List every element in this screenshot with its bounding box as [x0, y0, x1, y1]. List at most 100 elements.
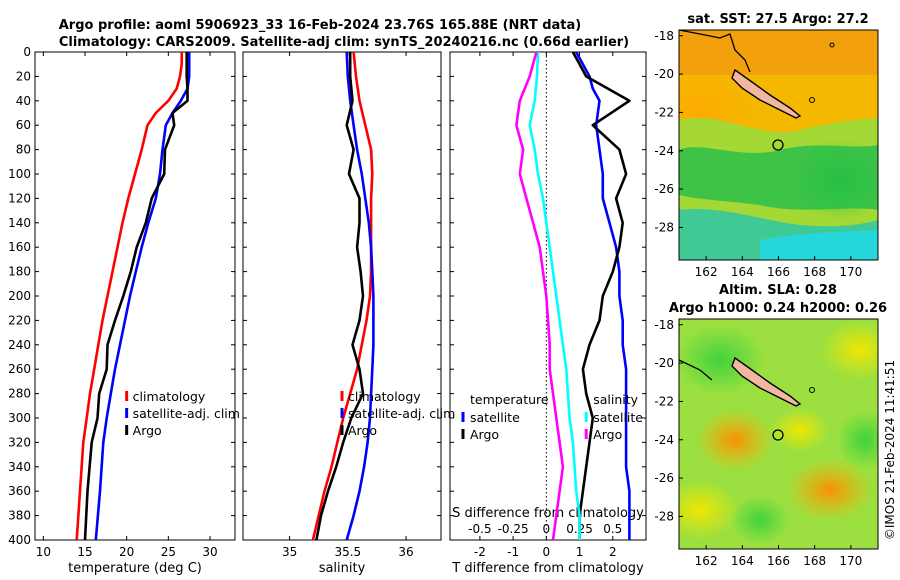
- sst_map-lat-tick-label: -22: [654, 105, 674, 119]
- temperature-x-tick-label: 25: [161, 545, 176, 559]
- sst_map-lat-tick-label: -28: [654, 220, 674, 234]
- sla_map-lat-tick-label: -20: [654, 356, 674, 370]
- sst_map-lat-tick-label: -18: [654, 29, 674, 43]
- depth-tick-label: 380: [8, 509, 31, 523]
- salinity-diff-axis-label: S difference from climatology: [452, 506, 644, 521]
- sla-map-title-line1: Altim. SLA: 0.28: [719, 283, 837, 298]
- depth-tick-label: 280: [8, 387, 31, 401]
- sla-argo-location-marker: [772, 429, 784, 441]
- depth-tick-label: 240: [8, 338, 31, 352]
- legend-label: satellite: [593, 410, 643, 425]
- depth-tick-label: 200: [8, 289, 31, 303]
- temperature-axes-frame: [34, 51, 236, 541]
- salinity-diff-tick-label: 0.5: [603, 522, 622, 536]
- difference-series-t-argo: [571, 51, 631, 540]
- depth-tick-label: 60: [16, 118, 31, 132]
- legend-label: satellite-adj. clim: [348, 406, 455, 421]
- sla-new-caledonia-island: [731, 356, 802, 407]
- legend-label: climatology: [348, 389, 421, 404]
- sla_map-lat-tick-label: -22: [654, 394, 674, 408]
- sla_map-lat-tick-label: -24: [654, 433, 674, 447]
- sst_map-lon-tick-label: 168: [803, 265, 826, 279]
- sst-new-caledonia-island: [731, 68, 802, 119]
- salinity-x-axis-label: salinity: [319, 561, 366, 576]
- sst-map: [679, 30, 878, 260]
- figure-title-line1: Argo profile: aoml 5906923_33 16-Feb-202…: [59, 18, 581, 33]
- depth-tick-label: 20: [16, 69, 31, 83]
- sst-small-island: [829, 42, 835, 48]
- temperature-x-tick-label: 20: [119, 545, 134, 559]
- legend-salinity-title: salinity: [593, 392, 638, 407]
- sla_map-lon-tick-label: 166: [767, 554, 790, 568]
- sla-loyalty-island: [809, 387, 815, 393]
- legend-label: Argo: [593, 427, 622, 442]
- salinity-series-satellite: [345, 51, 375, 541]
- salinity-x-tick-label: 35: [282, 545, 297, 559]
- depth-tick-label: 220: [8, 313, 31, 327]
- sst_map-lon-tick-label: 170: [839, 265, 862, 279]
- temperature-x-axis-label: temperature (deg C): [68, 561, 202, 576]
- legend-label: Argo: [348, 423, 377, 438]
- sst_map-lon-tick-label: 166: [767, 265, 790, 279]
- legend-label: Argo: [133, 423, 162, 438]
- difference-series-t-satellite: [575, 51, 631, 540]
- sla_map-lat-tick-label: -18: [654, 318, 674, 332]
- salinity-x-tick-label: 35.5: [334, 545, 361, 559]
- difference-series-s-satellite: [528, 51, 581, 540]
- salinity-diff-tick-label: -0.5: [468, 522, 491, 536]
- sla-map-axes: 162 164 166 168 170 -18 -20 -22 -24 -26 -28: [654, 318, 862, 568]
- difference-axes-frame: [449, 51, 647, 541]
- sla-yellow-patch-1: [820, 320, 878, 380]
- temperature-x-tick-label: 15: [77, 545, 92, 559]
- depth-tick-label: 320: [8, 435, 31, 449]
- sst-argo-location-marker: [772, 139, 784, 151]
- depth-tick-label: 180: [8, 265, 31, 279]
- salinity-axes-frame: [242, 51, 442, 541]
- sst_map-lon-tick-label: 164: [731, 265, 754, 279]
- sla_map-lon-tick-label: 164: [731, 554, 754, 568]
- sst_map-lat-tick-label: -20: [654, 67, 674, 81]
- legend-label: satellite: [470, 410, 520, 425]
- difference-x-tick-label: 1: [576, 545, 584, 559]
- salinity-diff-tick-label: 0: [543, 522, 551, 536]
- sla-yellow-patch-2: [679, 480, 740, 540]
- depth-tick-label: 120: [8, 191, 31, 205]
- temperature-x-tick-label: 30: [202, 545, 217, 559]
- salinity-series-argo: [315, 52, 365, 541]
- temperature-panel: 0 20 40 60 80 100 120 140 160 180 200 220 240 260 280 3…: [8, 45, 240, 576]
- depth-tick-label: 140: [8, 216, 31, 230]
- legend-label: climatology: [133, 389, 206, 404]
- sst_map-lon-tick-label: 162: [695, 265, 718, 279]
- legend-temperature-title: temperature: [470, 392, 549, 407]
- difference-panel: -2 -1 0 1 2 T difference from climatology S di…: [449, 51, 647, 576]
- depth-tick-label: 400: [8, 533, 31, 547]
- sla-map-title-line2: Argo h1000: 0.24 h2000: 0.26: [669, 301, 887, 316]
- salinity-diff-tick-label: -0.25: [498, 522, 529, 536]
- sst-map-title: sat. SST: 27.5 Argo: 27.2: [687, 12, 868, 27]
- sst-map-axes: 162 164 166 168 170 -18 -20 -22 -24 -26 -28: [654, 29, 862, 279]
- temperature-x-tick-label: 10: [36, 545, 51, 559]
- sla_map-lat-tick-label: -26: [654, 471, 674, 485]
- sla-orange-eddy-1: [695, 408, 775, 472]
- sla-yellow-patch-3: [770, 408, 830, 452]
- salinity-x-tick-label: 36: [398, 545, 413, 559]
- difference-x-tick-label: -1: [507, 545, 519, 559]
- sla-green-patch-3: [730, 495, 790, 545]
- sst-cyan-zone: [760, 230, 878, 260]
- difference-series-s-argo: [515, 51, 565, 541]
- depth-tick-label: 40: [16, 94, 31, 108]
- depth-tick-label: 360: [8, 484, 31, 498]
- depth-tick-label: 300: [8, 411, 31, 425]
- sst_map-lat-tick-label: -24: [654, 144, 674, 158]
- sst-green-patch: [790, 140, 878, 220]
- depth-tick-label: 260: [8, 362, 31, 376]
- sla_map-lon-tick-label: 162: [695, 554, 718, 568]
- temperature-series-satellite: [94, 52, 191, 541]
- sla_map-lon-tick-label: 170: [839, 554, 862, 568]
- sst-loyalty-island: [809, 97, 815, 103]
- legend-label: Argo: [470, 427, 499, 442]
- sla_map-lon-tick-label: 168: [803, 554, 826, 568]
- depth-tick-label: 160: [8, 240, 31, 254]
- sla-map: [679, 319, 878, 549]
